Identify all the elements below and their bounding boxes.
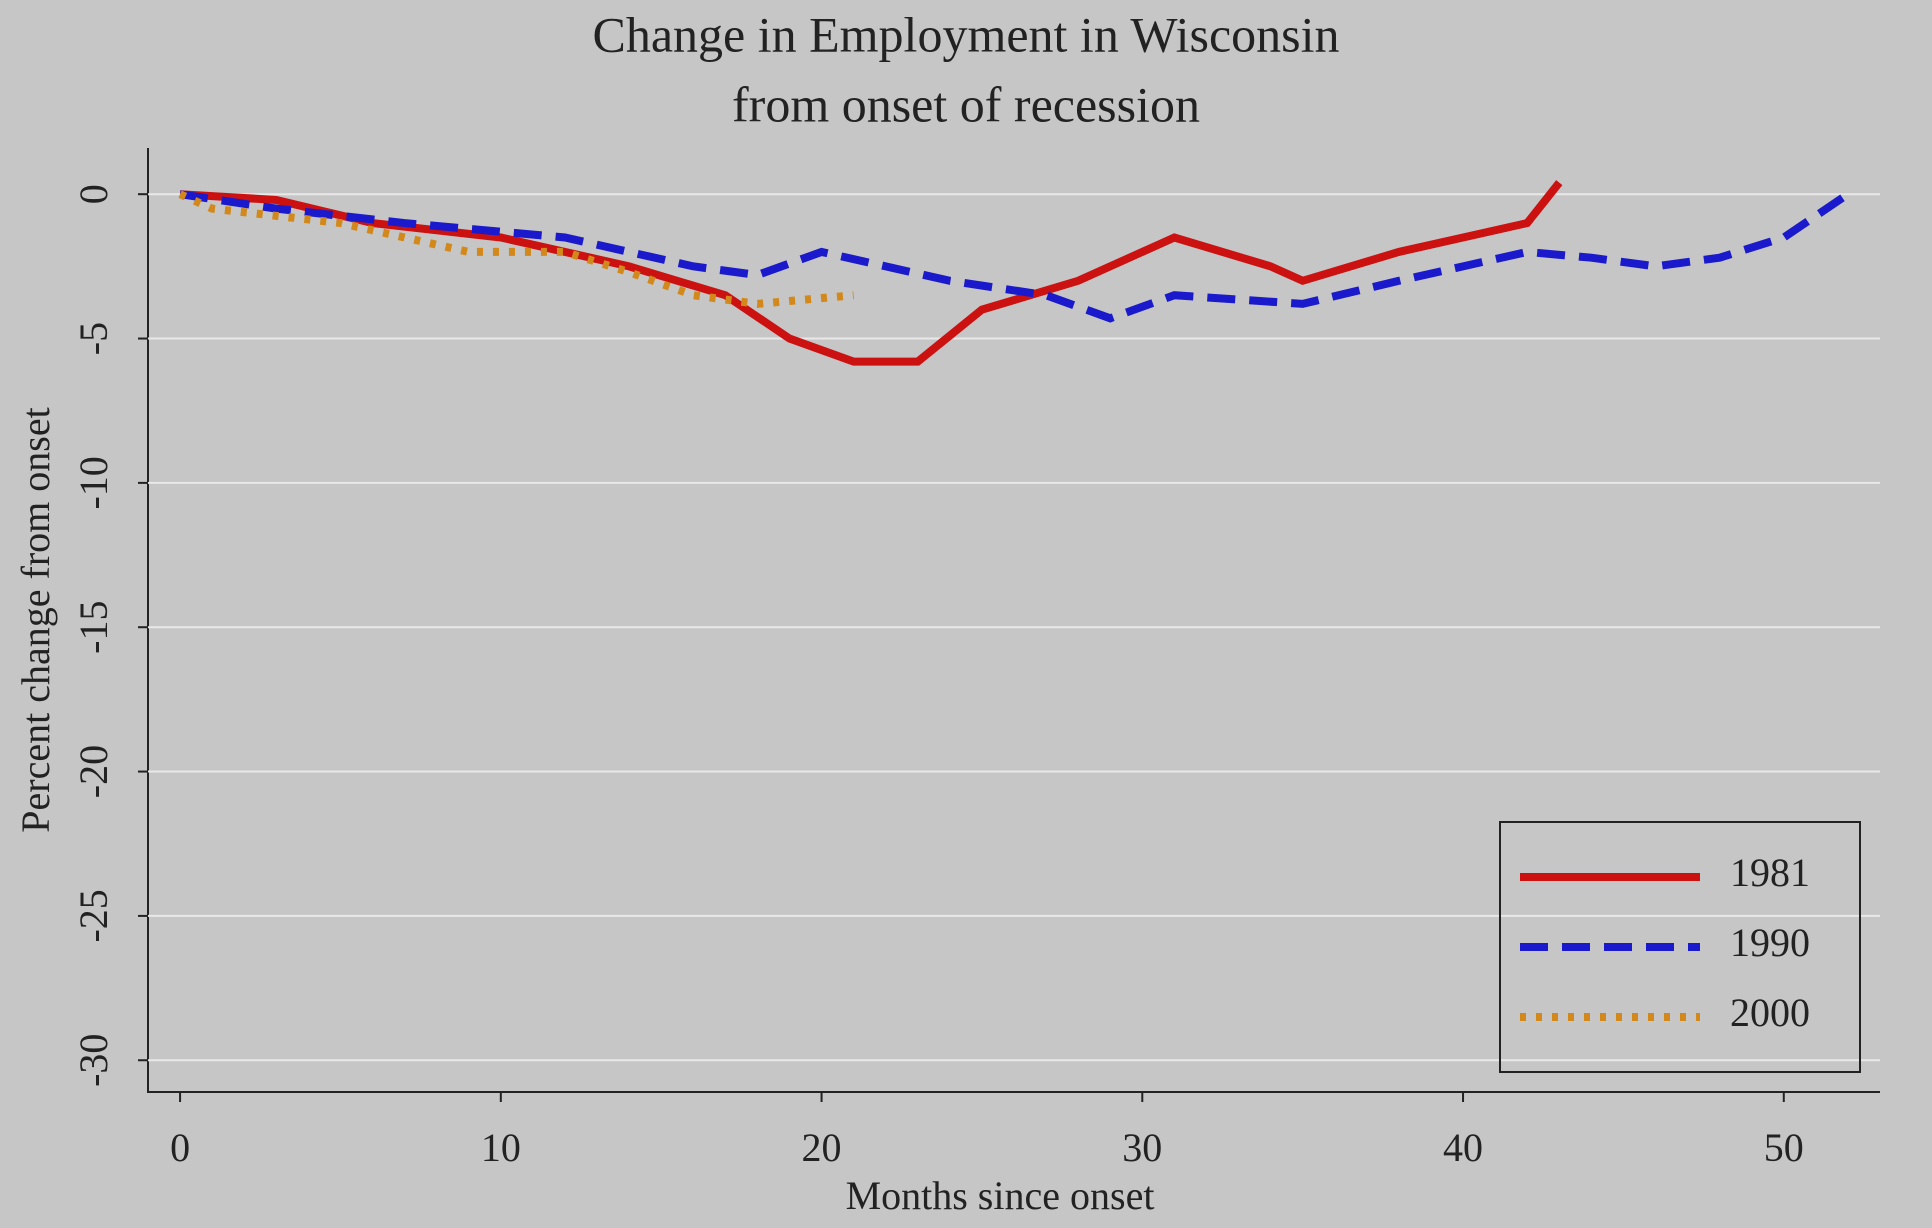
y-tick-label: -25 xyxy=(71,889,116,942)
y-tick-label: -30 xyxy=(71,1034,116,1087)
x-axis-label: Months since onset xyxy=(846,1173,1155,1218)
x-tick-label: 10 xyxy=(481,1125,521,1170)
legend-label: 1990 xyxy=(1730,920,1810,965)
legend-label: 1981 xyxy=(1730,850,1810,895)
x-tick-label: 30 xyxy=(1122,1125,1162,1170)
series-line xyxy=(179,180,1563,366)
y-tick-label: -5 xyxy=(71,322,116,355)
x-tick-label: 0 xyxy=(170,1125,190,1170)
x-tick-label: 20 xyxy=(802,1125,842,1170)
axes xyxy=(147,148,1880,1093)
x-tick-label: 50 xyxy=(1764,1125,1804,1170)
y-tick-label: -15 xyxy=(71,601,116,654)
legend-box xyxy=(1499,821,1861,1073)
chart-title: Change in Employment in Wisconsin xyxy=(593,6,1340,62)
y-tick-label: -10 xyxy=(71,456,116,509)
x-tick-label: 40 xyxy=(1443,1125,1483,1170)
y-tick-label: 0 xyxy=(71,184,116,204)
y-axis-label: Percent change from onset xyxy=(13,407,58,832)
y-tick-label: -20 xyxy=(71,745,116,798)
series-line xyxy=(179,190,1851,323)
chart-subtitle: from onset of recession xyxy=(732,76,1200,132)
legend-label: 2000 xyxy=(1730,990,1810,1035)
